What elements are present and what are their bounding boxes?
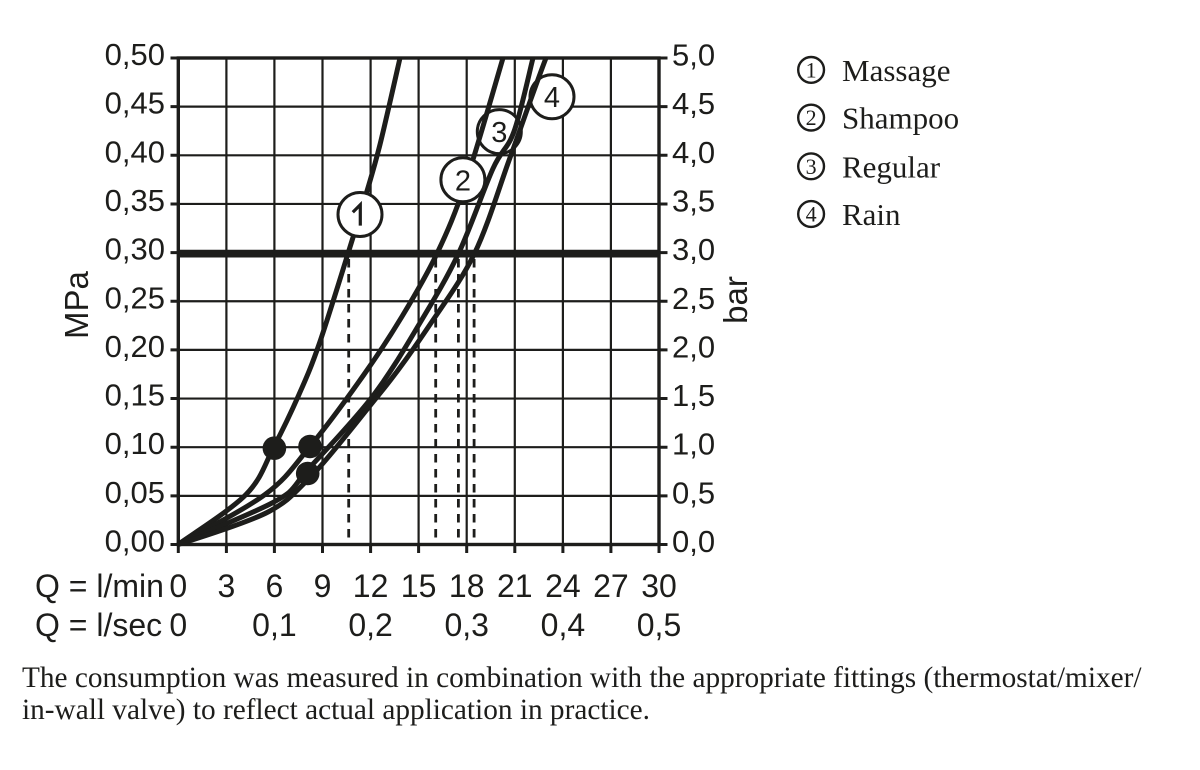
svg-text:6: 6 [266,568,284,604]
svg-text:1,0: 1,0 [672,427,715,462]
svg-text:3: 3 [806,154,817,179]
svg-text:3,0: 3,0 [672,232,715,267]
svg-text:0: 0 [169,607,187,643]
svg-text:in-wall valve) to reflect actu: in-wall valve) to reflect actual applica… [22,694,650,726]
svg-text:3: 3 [218,568,236,604]
svg-text:4: 4 [806,202,817,227]
svg-text:0,00: 0,00 [105,524,165,559]
svg-text:0,25: 0,25 [105,280,165,315]
svg-text:0,30: 0,30 [105,232,165,267]
svg-text:30: 30 [641,568,677,604]
svg-text:9: 9 [314,568,332,604]
svg-text:0,2: 0,2 [348,607,392,643]
svg-text:Massage: Massage [842,53,950,88]
svg-text:0,15: 0,15 [105,378,165,413]
svg-text:0,20: 0,20 [105,329,165,364]
svg-text:2,0: 2,0 [672,329,715,364]
svg-text:0,5: 0,5 [637,607,681,643]
svg-text:3,5: 3,5 [672,183,715,218]
svg-text:0,3: 0,3 [444,607,488,643]
svg-text:12: 12 [353,568,389,604]
svg-text:0,1: 0,1 [252,607,296,643]
svg-text:Shampoo: Shampoo [842,101,959,136]
svg-text:The consumption was measured i: The consumption was measured in combinat… [22,662,1142,694]
svg-text:2,5: 2,5 [672,281,715,316]
svg-text:0,45: 0,45 [105,86,165,121]
svg-text:4,5: 4,5 [672,86,715,121]
svg-text:27: 27 [593,568,629,604]
svg-text:2: 2 [806,105,817,130]
svg-text:Q = l/sec: Q = l/sec [35,607,162,643]
svg-text:0: 0 [169,568,187,604]
svg-text:24: 24 [545,568,581,604]
svg-text:18: 18 [449,568,485,604]
svg-text:Q = l/min: Q = l/min [35,568,164,604]
svg-text:Rain: Rain [842,197,901,232]
svg-text:0,35: 0,35 [105,183,165,218]
svg-text:3: 3 [491,117,507,149]
svg-text:4,0: 4,0 [672,135,715,170]
svg-text:0,10: 0,10 [105,426,165,461]
svg-text:0,50: 0,50 [105,37,165,72]
svg-text:0,5: 0,5 [672,475,715,510]
svg-text:1,5: 1,5 [672,378,715,413]
svg-text:21: 21 [497,568,533,604]
svg-text:15: 15 [401,568,437,604]
svg-text:Regular: Regular [842,149,941,184]
svg-text:0,0: 0,0 [672,524,715,559]
svg-text:0,4: 0,4 [541,607,585,643]
svg-text:2: 2 [455,165,471,197]
svg-text:bar: bar [717,276,754,324]
svg-text:0,40: 0,40 [105,134,165,169]
svg-text:1: 1 [806,57,817,82]
svg-text:4: 4 [544,82,560,114]
svg-text:MPa: MPa [58,270,95,339]
svg-text:5,0: 5,0 [672,38,715,73]
svg-text:0,05: 0,05 [105,475,165,510]
